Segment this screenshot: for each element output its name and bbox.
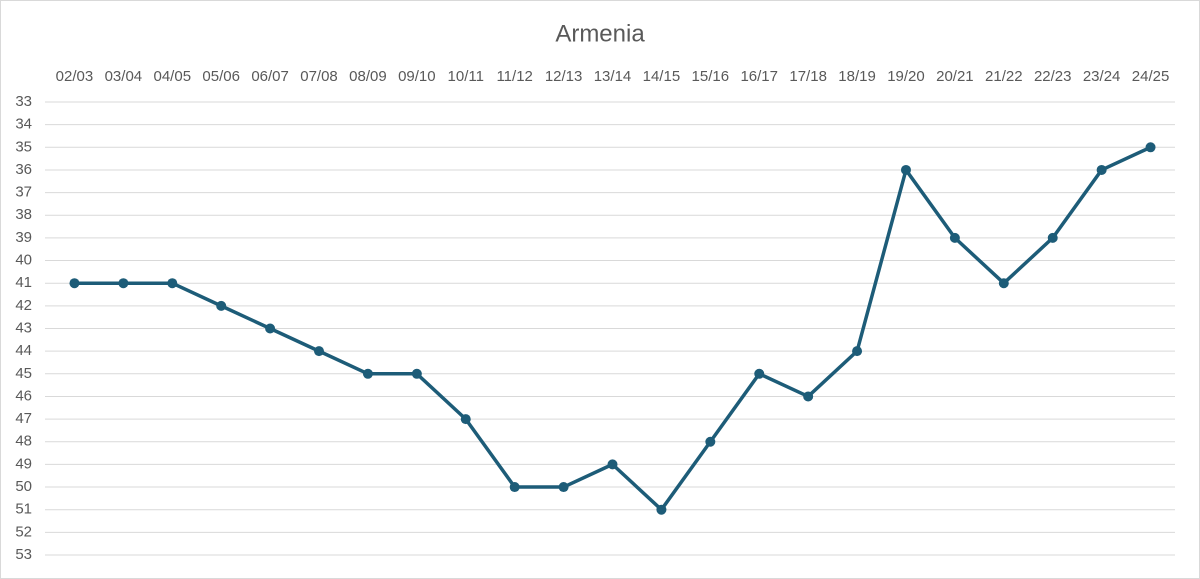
x-tick-label: 18/19 bbox=[838, 68, 876, 85]
y-tick-label: 44 bbox=[15, 342, 32, 359]
point bbox=[1047, 232, 1058, 243]
x-tick-label: 22/23 bbox=[1034, 68, 1072, 85]
x-tick-label: 12/13 bbox=[545, 68, 583, 85]
point bbox=[265, 323, 276, 334]
x-tick-label: 23/24 bbox=[1083, 68, 1121, 85]
point bbox=[900, 164, 911, 175]
y-tick-label: 39 bbox=[15, 229, 32, 246]
y-tick-label: 40 bbox=[15, 252, 32, 269]
x-tick-label: 04/05 bbox=[154, 68, 192, 85]
x-tick-label: 02/03 bbox=[56, 68, 94, 85]
point bbox=[803, 391, 814, 402]
x-tick-label: 10/11 bbox=[448, 68, 484, 85]
y-tick-label: 36 bbox=[15, 161, 32, 178]
y-tick-label: 43 bbox=[15, 319, 32, 336]
point bbox=[998, 278, 1009, 289]
x-tick-label: 05/06 bbox=[202, 68, 240, 85]
x-tick-label: 03/04 bbox=[105, 68, 143, 85]
y-tick-label: 37 bbox=[15, 184, 32, 201]
y-tick-label: 49 bbox=[15, 455, 32, 472]
point bbox=[509, 482, 520, 493]
x-tick-label: 11/12 bbox=[496, 68, 532, 85]
y-tick-label: 35 bbox=[15, 138, 32, 155]
x-tick-label: 09/10 bbox=[398, 68, 436, 85]
point bbox=[949, 232, 960, 243]
x-tick-label: 20/21 bbox=[936, 68, 974, 85]
x-tick-label: 21/22 bbox=[985, 68, 1023, 85]
x-tick-label: 07/08 bbox=[300, 68, 338, 85]
y-tick-label: 48 bbox=[15, 433, 32, 450]
x-tick-label: 13/14 bbox=[594, 68, 632, 85]
x-tick-label: 24/25 bbox=[1132, 68, 1170, 85]
x-tick-label: 15/16 bbox=[692, 68, 730, 85]
point bbox=[216, 300, 227, 311]
point bbox=[705, 436, 716, 447]
y-tick-label: 41 bbox=[15, 274, 32, 291]
x-tick-label: 17/18 bbox=[789, 68, 827, 85]
point bbox=[754, 368, 765, 379]
y-tick-label: 51 bbox=[15, 501, 32, 518]
y-tick-label: 45 bbox=[15, 365, 32, 382]
point bbox=[460, 414, 471, 425]
y-tick-label: 50 bbox=[15, 478, 32, 495]
y-tick-label: 47 bbox=[15, 410, 32, 427]
y-tick-label: 42 bbox=[15, 297, 32, 314]
point bbox=[558, 482, 569, 493]
point bbox=[1096, 164, 1107, 175]
x-tick-label: 16/17 bbox=[740, 68, 778, 85]
point bbox=[411, 368, 422, 379]
x-tick-label: 08/09 bbox=[349, 68, 387, 85]
y-tick-label: 46 bbox=[15, 387, 32, 404]
point bbox=[362, 368, 373, 379]
point bbox=[656, 504, 667, 515]
point bbox=[118, 278, 129, 289]
chart-title: Armenia bbox=[555, 20, 645, 47]
x-tick-label: 06/07 bbox=[251, 68, 289, 85]
y-tick-label: 52 bbox=[15, 523, 32, 540]
y-tick-label: 38 bbox=[15, 206, 32, 223]
y-tick-label: 34 bbox=[15, 116, 32, 133]
point bbox=[607, 459, 618, 470]
point bbox=[314, 346, 325, 357]
x-tick-label: 14/15 bbox=[643, 68, 681, 85]
point bbox=[167, 278, 178, 289]
y-tick-label: 53 bbox=[15, 546, 32, 563]
point bbox=[852, 346, 863, 357]
x-tick-label: 19/20 bbox=[887, 68, 925, 85]
point bbox=[1145, 142, 1156, 153]
y-tick-label: 33 bbox=[15, 93, 32, 110]
point bbox=[69, 278, 80, 289]
